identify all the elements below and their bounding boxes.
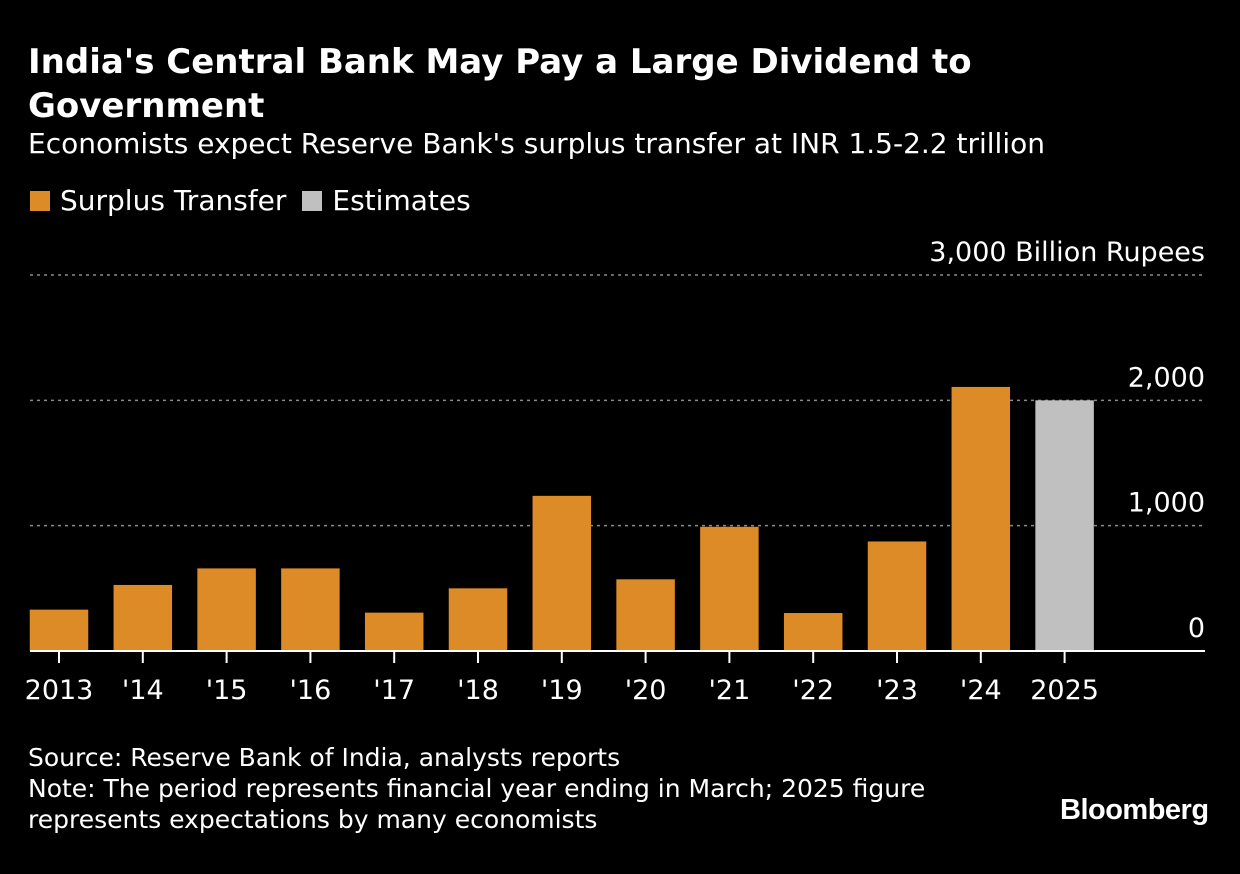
bar-surplus-21 [700, 526, 759, 651]
source-text: Source: Reserve Bank of India, analysts … [28, 743, 621, 772]
y-tick-label-1000: 1,000 [1128, 488, 1205, 519]
y-tick-label-0: 0 [1188, 613, 1205, 644]
bar-surplus-19 [532, 495, 592, 651]
bar-surplus-20 [616, 579, 675, 651]
y-tick-label-2000: 2,000 [1128, 362, 1205, 393]
chart-title: India's Central Bank May Pay a Large Div… [28, 42, 972, 126]
x-tick-label-2025: 2025 [1030, 675, 1099, 706]
bar-estimate-2025 [1035, 400, 1094, 651]
legend-label-surplus: Surplus Transfer [60, 184, 287, 217]
bloomberg-logo: Bloomberg [1060, 794, 1209, 826]
y-tick-label-3000: 3,000 Billion Rupees [929, 237, 1205, 268]
note-text-line2: represents expectations by many economis… [28, 805, 598, 834]
bar-surplus-2013 [29, 609, 89, 651]
bar-surplus-15 [197, 568, 256, 651]
chart-subtitle: Economists expect Reserve Bank's surplus… [28, 127, 1045, 160]
legend-item-estimates: Estimates [302, 184, 471, 217]
legend-item-surplus: Surplus Transfer [30, 184, 286, 217]
x-tick-label-2013: 2013 [25, 675, 94, 706]
bar-surplus-22 [783, 613, 843, 651]
x-tick-label-21: '21 [709, 675, 751, 706]
legend-label-estimates: Estimates [332, 184, 471, 217]
x-tick-label-18: '18 [457, 675, 499, 706]
x-tick-label-24: '24 [960, 675, 1002, 706]
x-tick-label-22: '22 [792, 675, 834, 706]
bar-surplus-24 [951, 386, 1011, 651]
x-tick-label-14: '14 [122, 675, 164, 706]
note-text-line1: Note: The period represents financial ye… [28, 774, 926, 803]
x-tick-label-15: '15 [206, 675, 248, 706]
bar-surplus-18 [448, 588, 508, 651]
x-tick-label-23: '23 [876, 675, 918, 706]
bar-surplus-23 [867, 541, 927, 651]
bar-surplus-14 [113, 584, 173, 651]
x-tick-label-20: '20 [625, 675, 667, 706]
x-tick-label-17: '17 [373, 675, 415, 706]
bar-surplus-17 [364, 612, 424, 651]
legend-swatch-estimates [302, 190, 323, 211]
bar-surplus-16 [281, 568, 340, 651]
x-tick-label-16: '16 [290, 675, 332, 706]
legend: Surplus Transfer Estimates [30, 184, 487, 217]
legend-swatch-surplus [30, 190, 50, 211]
x-tick-label-19: '19 [541, 675, 583, 706]
source-note: Source: Reserve Bank of India, analysts … [28, 742, 988, 835]
